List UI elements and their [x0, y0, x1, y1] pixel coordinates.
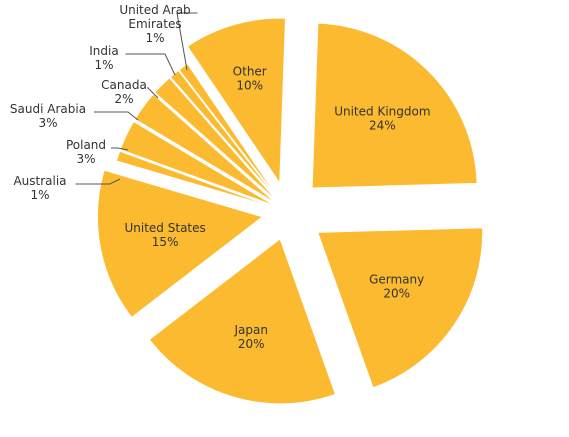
- leader-line-saudi-arabia: [94, 111, 139, 121]
- pie-slice-germany[interactable]: [317, 227, 484, 389]
- slice-label-india: India 1%: [89, 44, 118, 72]
- slice-label-australia: Australia 1%: [13, 174, 66, 202]
- leader-line-poland: [111, 147, 129, 151]
- slice-label-united-states: United States 15%: [125, 221, 206, 249]
- pie-slice-japan[interactable]: [148, 238, 337, 405]
- slice-label-united-kingdom: United Kingdom 24%: [334, 104, 430, 132]
- pie-slice-poland[interactable]: [119, 120, 276, 207]
- slice-label-canada: Canada 2%: [101, 78, 147, 106]
- slice-label-saudi-arabia: Saudi Arabia 3%: [10, 102, 86, 130]
- slice-labels: United Kingdom 24% Germany 20% Japan 20% Unite…: [10, 3, 431, 351]
- leader-line-australia: [75, 178, 121, 185]
- pie-slices: [97, 17, 484, 405]
- pie-slice-other[interactable]: [186, 17, 287, 185]
- leader-lines: [75, 12, 198, 185]
- pie-slice-united-states[interactable]: [97, 169, 264, 319]
- pie-slice-saudi-arabia[interactable]: [134, 93, 278, 205]
- leader-line-canada: [146, 87, 159, 99]
- slice-label-united-arab-emirates: United Arab Emirates 1%: [119, 3, 190, 45]
- slice-label-poland: Poland 3%: [66, 138, 106, 166]
- pie-slice-united-kingdom[interactable]: [311, 22, 478, 189]
- slice-label-japan: Japan 20%: [233, 323, 267, 351]
- slice-label-germany: Germany 20%: [369, 272, 424, 300]
- pie-slice-canada[interactable]: [154, 77, 279, 203]
- leader-line-united-arab-emirates: [176, 12, 198, 71]
- leader-line-india: [125, 53, 176, 76]
- pie-slice-australia[interactable]: [115, 150, 275, 209]
- pie-slice-united-arab-emirates[interactable]: [178, 63, 281, 201]
- slice-label-other: Other 10%: [233, 64, 267, 92]
